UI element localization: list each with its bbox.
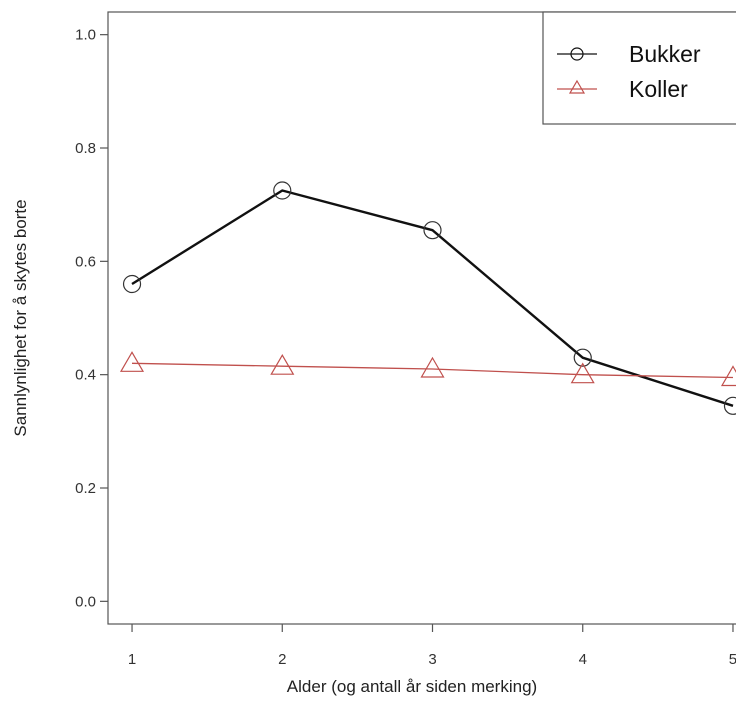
data-point-bukker [122, 274, 142, 294]
legend-label-koller: Koller [629, 76, 688, 102]
series-line-koller [131, 362, 734, 379]
y-axis: 0.0 0.2 0.4 0.6 0.8 1.0 [75, 27, 108, 610]
y-tick-label: 1.0 [75, 27, 96, 44]
x-tick-label: 4 [579, 651, 587, 668]
data-point-koller [720, 365, 736, 387]
x-tick-label: 3 [428, 651, 436, 668]
data-point-bukker [723, 396, 736, 415]
data-point-bukker [573, 348, 592, 367]
legend-marker-koller [568, 79, 586, 94]
data-point-koller [119, 351, 145, 372]
data-point-bukker [423, 221, 442, 240]
y-tick-label: 0.2 [75, 480, 96, 497]
x-axis-title: Alder (og antall år siden merking) [287, 677, 537, 696]
x-tick-label: 1 [128, 651, 136, 668]
y-tick-label: 0.4 [75, 367, 96, 384]
x-tick-label: 5 [729, 651, 736, 668]
series-layer [119, 181, 736, 415]
legend-marker-bukker [570, 47, 584, 61]
plot-frame [107, 11, 736, 625]
series-line-bukker [131, 189, 734, 407]
y-axis-title: Sannlynlighet for å skytes borte [11, 199, 30, 436]
x-tick-label: 2 [278, 651, 286, 668]
x-axis: 1 2 3 4 5 [128, 624, 736, 668]
legend-label-bukker: Bukker [629, 41, 701, 67]
data-point-koller [270, 354, 295, 375]
data-point-bukker [273, 181, 292, 200]
y-tick-label: 0.8 [75, 140, 96, 157]
data-point-koller [570, 362, 595, 384]
legend: Bukker Koller [542, 11, 736, 125]
legend-box [542, 11, 736, 125]
y-tick-label: 0.6 [75, 253, 96, 270]
y-tick-label: 0.0 [75, 593, 96, 610]
data-point-koller [420, 356, 445, 378]
